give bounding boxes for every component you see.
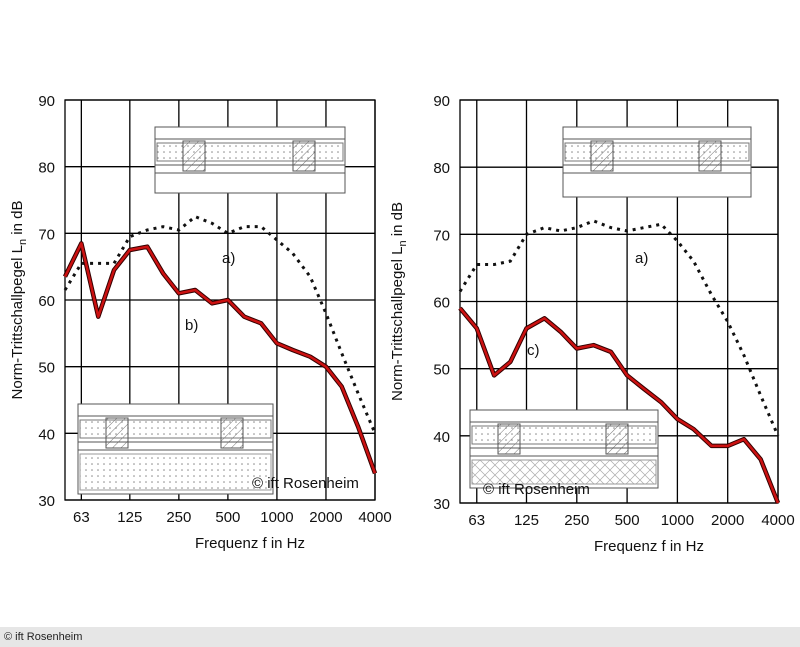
annotation: © ift Rosenheim	[483, 481, 590, 498]
y-tick-label: 60	[38, 293, 55, 310]
x-tick-label: 63	[73, 509, 90, 526]
y-axis-label-sub: n	[17, 239, 29, 245]
y-axis-label: Norm-Trittschallpegel Ln in dB	[389, 202, 409, 401]
y-tick-label: 40	[433, 429, 450, 446]
x-tick-label: 125	[514, 512, 539, 529]
x-axis-label: Frequenz f in Hz	[594, 538, 704, 555]
annotation: b)	[185, 317, 198, 334]
y-tick-label: 30	[38, 493, 55, 510]
x-tick-label: 125	[117, 509, 142, 526]
inset-joist	[220, 417, 244, 449]
inset-joist	[698, 140, 722, 172]
x-axis-label: Frequenz f in Hz	[195, 535, 305, 552]
y-axis-label-part: Norm-Trittschallpegel L	[389, 246, 406, 401]
annotation: a)	[635, 250, 648, 267]
y-axis-label-sub: n	[397, 240, 409, 246]
y-tick-label: 50	[38, 360, 55, 377]
y-tick-label: 30	[433, 496, 450, 513]
footer: © ift Rosenheim	[0, 627, 800, 647]
y-tick-label: 70	[38, 226, 55, 243]
x-tick-label: 250	[564, 512, 589, 529]
x-tick-label: 2000	[711, 512, 744, 529]
y-tick-label: 90	[38, 93, 55, 110]
y-axis-label-part: in dB	[9, 201, 26, 239]
inset-joist	[590, 140, 614, 172]
x-tick-label: 4000	[358, 509, 391, 526]
x-tick-label: 1000	[260, 509, 293, 526]
series-line	[63, 214, 377, 434]
inset-joist	[605, 423, 629, 455]
y-axis-label-part: in dB	[389, 202, 406, 240]
x-tick-label: 500	[215, 509, 240, 526]
y-tick-label: 50	[433, 362, 450, 379]
x-tick-label: 250	[166, 509, 191, 526]
annotation: © ift Rosenheim	[252, 475, 359, 492]
inset-joist	[497, 423, 521, 455]
y-tick-label: 60	[433, 295, 450, 312]
x-tick-label: 4000	[761, 512, 794, 529]
annotation: a)	[222, 250, 235, 267]
inset-joist	[105, 417, 129, 449]
x-tick-label: 500	[615, 512, 640, 529]
y-tick-label: 80	[433, 160, 450, 177]
series-line	[459, 307, 780, 504]
y-axis-label: Norm-Trittschallpegel Ln in dB	[9, 201, 29, 400]
plot-frame	[64, 99, 376, 501]
inset-joist	[182, 140, 206, 172]
footer-text: © ift Rosenheim	[4, 631, 83, 643]
inset-fill	[471, 459, 657, 485]
y-tick-label: 90	[433, 93, 450, 110]
figure: 30 40 50 60 70 80 90 63 125 250 500 1000 2000 4000 Nor…	[9, 93, 795, 555]
x-tick-label: 1000	[661, 512, 694, 529]
annotation: c)	[527, 342, 540, 359]
x-tick-label: 63	[468, 512, 485, 529]
y-tick-label: 40	[38, 426, 55, 443]
plot-frame	[459, 99, 779, 504]
y-tick-label: 80	[38, 160, 55, 177]
y-tick-label: 70	[433, 227, 450, 244]
series-line	[63, 242, 377, 474]
x-tick-label: 2000	[309, 509, 342, 526]
inset-joist	[292, 140, 316, 172]
inset-fill	[79, 453, 272, 491]
y-axis-label-part: Norm-Trittschallpegel L	[9, 245, 26, 400]
series-line	[458, 219, 780, 437]
